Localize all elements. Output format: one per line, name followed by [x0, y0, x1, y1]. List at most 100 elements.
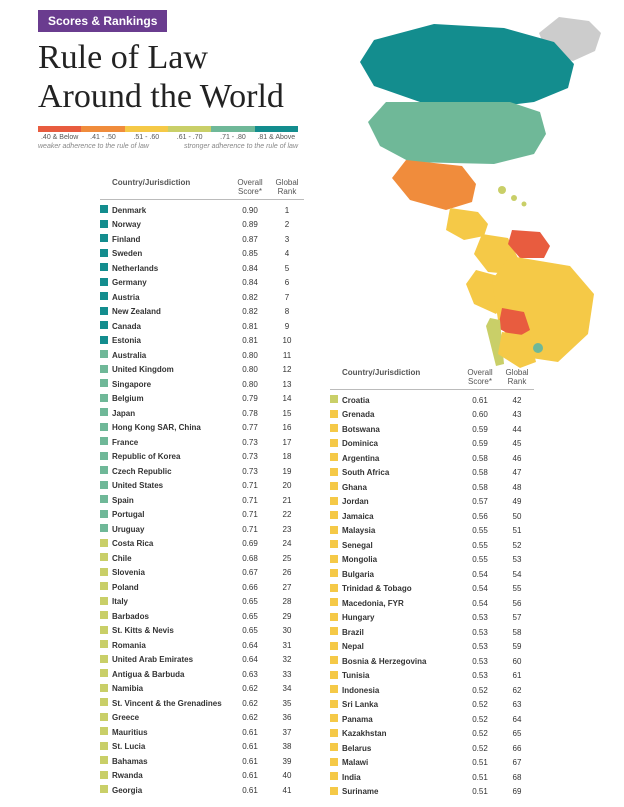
global-rank: 54: [500, 570, 534, 579]
global-rank: 50: [500, 512, 534, 521]
global-rank: 44: [500, 425, 534, 434]
global-rank: 6: [270, 278, 304, 287]
overall-score: 0.81: [230, 336, 270, 345]
overall-score: 0.58: [460, 483, 500, 492]
uruguay: [533, 343, 543, 353]
country-name: Senegal: [342, 541, 460, 550]
country-name: Ghana: [342, 483, 460, 492]
table-row: Argentina0.5846: [330, 451, 534, 466]
table-row: Belarus0.5266: [330, 741, 534, 756]
global-rank: 5: [270, 264, 304, 273]
overall-score: 0.67: [230, 568, 270, 577]
country-name: Republic of Korea: [112, 452, 230, 461]
table-row: Italy0.6528: [100, 595, 304, 610]
country-name: United Kingdom: [112, 365, 230, 374]
score-swatch: [330, 787, 338, 795]
overall-score: 0.52: [460, 686, 500, 695]
overall-score: 0.53: [460, 628, 500, 637]
overall-score: 0.56: [460, 512, 500, 521]
global-rank: 38: [270, 742, 304, 751]
global-rank: 51: [500, 526, 534, 535]
global-rank: 4: [270, 249, 304, 258]
score-swatch: [100, 249, 108, 257]
global-rank: 29: [270, 612, 304, 621]
table-row: Bahamas0.6139: [100, 754, 304, 769]
score-swatch: [100, 466, 108, 474]
table-row: Nepal0.5359: [330, 640, 534, 655]
table-row: Hong Kong SAR, China0.7716: [100, 421, 304, 436]
country-name: Poland: [112, 583, 230, 592]
score-swatch: [330, 743, 338, 751]
global-rank: 19: [270, 467, 304, 476]
score-swatch: [100, 437, 108, 445]
country-name: Malawi: [342, 758, 460, 767]
country-name: New Zealand: [112, 307, 230, 316]
table-row: Slovenia0.6726: [100, 566, 304, 581]
country-name: St. Vincent & the Grenadines: [112, 699, 230, 708]
country-name: Sweden: [112, 249, 230, 258]
score-swatch: [330, 569, 338, 577]
overall-score: 0.62: [230, 699, 270, 708]
score-swatch: [100, 771, 108, 779]
legend-band-label: .41 - .50: [81, 134, 124, 141]
country-name: Indonesia: [342, 686, 460, 695]
score-swatch: [330, 772, 338, 780]
overall-score: 0.69: [230, 539, 270, 548]
score-swatch: [330, 656, 338, 664]
country-name: Rwanda: [112, 771, 230, 780]
global-rank: 35: [270, 699, 304, 708]
global-rank: 23: [270, 525, 304, 534]
table-row: Netherlands0.845: [100, 261, 304, 276]
table-row: Spain0.7121: [100, 493, 304, 508]
score-swatch: [100, 553, 108, 561]
overall-score: 0.71: [230, 510, 270, 519]
overall-score: 0.73: [230, 438, 270, 447]
table-row: United Arab Emirates0.6432: [100, 653, 304, 668]
country-name: Spain: [112, 496, 230, 505]
table-row: Ghana0.5848: [330, 480, 534, 495]
overall-score: 0.51: [460, 787, 500, 796]
country-name: Namibia: [112, 684, 230, 693]
overall-score: 0.59: [460, 425, 500, 434]
country-name: United States: [112, 481, 230, 490]
country-name: Sri Lanka: [342, 700, 460, 709]
global-rank: 10: [270, 336, 304, 345]
score-swatch: [100, 263, 108, 271]
global-rank: 63: [500, 700, 534, 709]
table-row: Panama0.5264: [330, 712, 534, 727]
table-row: Rwanda0.6140: [100, 769, 304, 784]
global-rank: 22: [270, 510, 304, 519]
overall-score: 0.55: [460, 541, 500, 550]
country-name: Barbados: [112, 612, 230, 621]
global-rank: 28: [270, 597, 304, 606]
score-swatch: [330, 395, 338, 403]
overall-score: 0.64: [230, 655, 270, 664]
country-name: Uruguay: [112, 525, 230, 534]
table-row: Portugal0.7122: [100, 508, 304, 523]
score-swatch: [100, 655, 108, 663]
score-swatch: [100, 307, 108, 315]
table-row: France0.7317: [100, 435, 304, 450]
legend-band: [38, 126, 81, 132]
col-country: Country/Jurisdiction: [112, 178, 230, 196]
col-score: Overall Score*: [460, 368, 500, 386]
overall-score: 0.52: [460, 715, 500, 724]
table-row: Australia0.8011: [100, 348, 304, 363]
table-row: Brazil0.5358: [330, 625, 534, 640]
country-name: Hungary: [342, 613, 460, 622]
score-swatch: [100, 727, 108, 735]
score-swatch: [330, 598, 338, 606]
country-name: Nepal: [342, 642, 460, 651]
country-name: Macedonia, FYR: [342, 599, 460, 608]
global-rank: 69: [500, 787, 534, 796]
global-rank: 12: [270, 365, 304, 374]
overall-score: 0.85: [230, 249, 270, 258]
global-rank: 3: [270, 235, 304, 244]
global-rank: 43: [500, 410, 534, 419]
overall-score: 0.80: [230, 380, 270, 389]
global-rank: 61: [500, 671, 534, 680]
global-rank: 65: [500, 729, 534, 738]
col-rank: Global Rank: [270, 178, 304, 196]
country-name: Georgia: [112, 786, 230, 795]
global-rank: 68: [500, 773, 534, 782]
